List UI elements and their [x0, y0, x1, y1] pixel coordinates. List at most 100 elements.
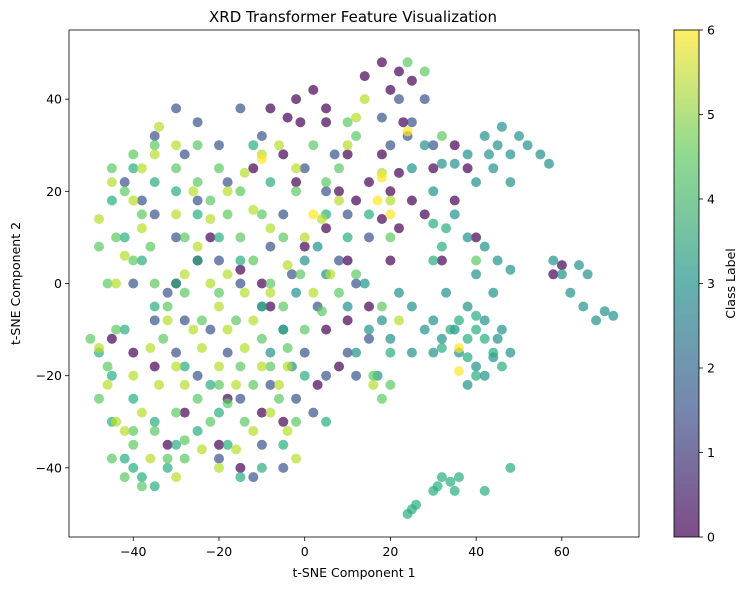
scatter-point-class-2	[488, 163, 499, 174]
scatter-point-class-4	[402, 57, 413, 68]
scatter-point-class-3	[436, 472, 447, 483]
scatter-point-class-3	[265, 177, 276, 188]
scatter-point-class-3	[479, 485, 490, 496]
scatter-point-class-0	[394, 66, 404, 77]
scatter-point-class-4	[85, 333, 96, 344]
scatter-point-class-4	[385, 232, 396, 243]
scatter-point-class-3	[248, 140, 259, 151]
scatter-point-class-3	[505, 462, 516, 473]
scatter-point-class-4	[196, 315, 207, 326]
scatter-point-class-5	[188, 324, 199, 335]
scatter-point-class-2	[591, 315, 602, 326]
scatter-point-class-1	[214, 255, 224, 266]
scatter-point-class-3	[385, 347, 396, 358]
scatter-point-class-0	[295, 117, 306, 128]
scatter-point-class-0	[321, 223, 332, 234]
colorbar	[674, 30, 699, 537]
scatter-point-class-5	[231, 444, 242, 455]
scatter-point-class-2	[449, 158, 460, 169]
scatter-point-class-4	[94, 393, 104, 404]
scatter-point-class-3	[256, 462, 267, 473]
scatter-point-class-1	[192, 117, 203, 128]
scatter-point-class-3	[192, 426, 203, 436]
colorbar-tick-label: 5	[707, 107, 715, 122]
scatter-point-class-4	[149, 278, 160, 289]
scatter-point-class-4	[342, 117, 353, 128]
scatter-point-class-4	[471, 255, 482, 266]
scatter-point-class-4	[231, 315, 242, 326]
scatter-point-class-2	[291, 287, 302, 298]
scatter-point-class-5	[106, 177, 117, 188]
scatter-point-class-0	[406, 75, 417, 86]
scatter-point-class-2	[406, 347, 417, 358]
scatter-point-class-1	[329, 149, 340, 160]
scatter-point-class-2	[406, 163, 417, 174]
scatter-point-class-0	[394, 167, 404, 178]
scatter-point-class-5	[282, 260, 293, 271]
scatter-point-class-1	[342, 347, 353, 358]
scatter-point-class-4	[278, 232, 289, 243]
scatter-point-class-3	[128, 393, 139, 404]
scatter-point-class-4	[102, 361, 113, 372]
scatter-point-class-2	[479, 131, 490, 141]
scatter-point-class-4	[192, 177, 203, 188]
scatter-point-class-0	[321, 324, 332, 335]
scatter-point-class-1	[136, 195, 147, 206]
scatter-point-class-1	[149, 315, 160, 326]
scatter-point-class-0	[128, 347, 139, 358]
scatter-point-class-0	[342, 315, 353, 326]
scatter-point-class-2	[428, 315, 439, 326]
scatter-point-class-6	[372, 195, 383, 206]
scatter-point-class-4	[94, 241, 104, 252]
colorbar-tick-label: 6	[707, 23, 715, 38]
scatter-point-class-5	[205, 214, 216, 224]
scatter-point-class-2	[496, 121, 507, 132]
scatter-point-class-5	[394, 315, 404, 326]
scatter-point-class-0	[235, 264, 246, 275]
scatter-point-class-1	[419, 94, 430, 105]
x-tick-label: 20	[382, 544, 398, 559]
scatter-point-class-2	[265, 347, 276, 358]
scatter-point-class-2	[471, 361, 482, 372]
scatter-point-class-5	[342, 140, 353, 151]
scatter-point-class-0	[235, 462, 246, 473]
scatter-point-class-3	[171, 278, 182, 289]
scatter-point-class-0	[359, 71, 370, 82]
scatter-point-class-2	[535, 149, 546, 160]
scatter-point-class-2	[394, 287, 404, 298]
scatter-point-class-3	[171, 186, 182, 197]
scatter-point-class-6	[376, 172, 387, 183]
scatter-point-class-1	[214, 453, 224, 464]
points-layer	[85, 57, 619, 519]
scatter-point-class-5	[239, 343, 250, 353]
scatter-point-class-4	[334, 163, 344, 174]
scatter-point-class-5	[308, 287, 319, 298]
scatter-point-class-3	[162, 462, 173, 473]
scatter-point-class-5	[334, 195, 344, 206]
scatter-point-class-2	[428, 186, 439, 197]
scatter-point-class-0	[265, 301, 276, 312]
scatter-point-class-3	[364, 209, 374, 220]
scatter-point-class-2	[544, 158, 554, 169]
scatter-point-class-0	[214, 439, 224, 450]
scatter-point-class-2	[312, 241, 323, 252]
scatter-point-class-1	[364, 333, 374, 344]
scatter-point-class-2	[505, 264, 516, 275]
scatter-point-class-1	[235, 393, 246, 404]
scatter-point-class-2	[479, 370, 490, 381]
scatter-point-class-4	[145, 241, 156, 252]
scatter-point-class-1	[265, 379, 276, 390]
scatter-point-class-1	[214, 140, 224, 151]
scatter-point-class-4	[162, 301, 173, 312]
scatter-point-class-0	[364, 301, 374, 312]
scatter-point-class-4	[235, 361, 246, 372]
x-tick-label: −20	[206, 544, 232, 559]
colorbar-ticks: 0 1 2 3 4 5 6	[699, 23, 715, 545]
scatter-point-class-3	[496, 361, 507, 372]
scatter-point-class-6	[454, 343, 464, 353]
scatter-point-class-2	[582, 269, 593, 280]
scatter-point-class-3	[256, 301, 267, 312]
scatter-point-class-3	[119, 324, 130, 335]
scatter-point-class-1	[308, 407, 319, 418]
scatter-point-class-2	[385, 333, 396, 344]
